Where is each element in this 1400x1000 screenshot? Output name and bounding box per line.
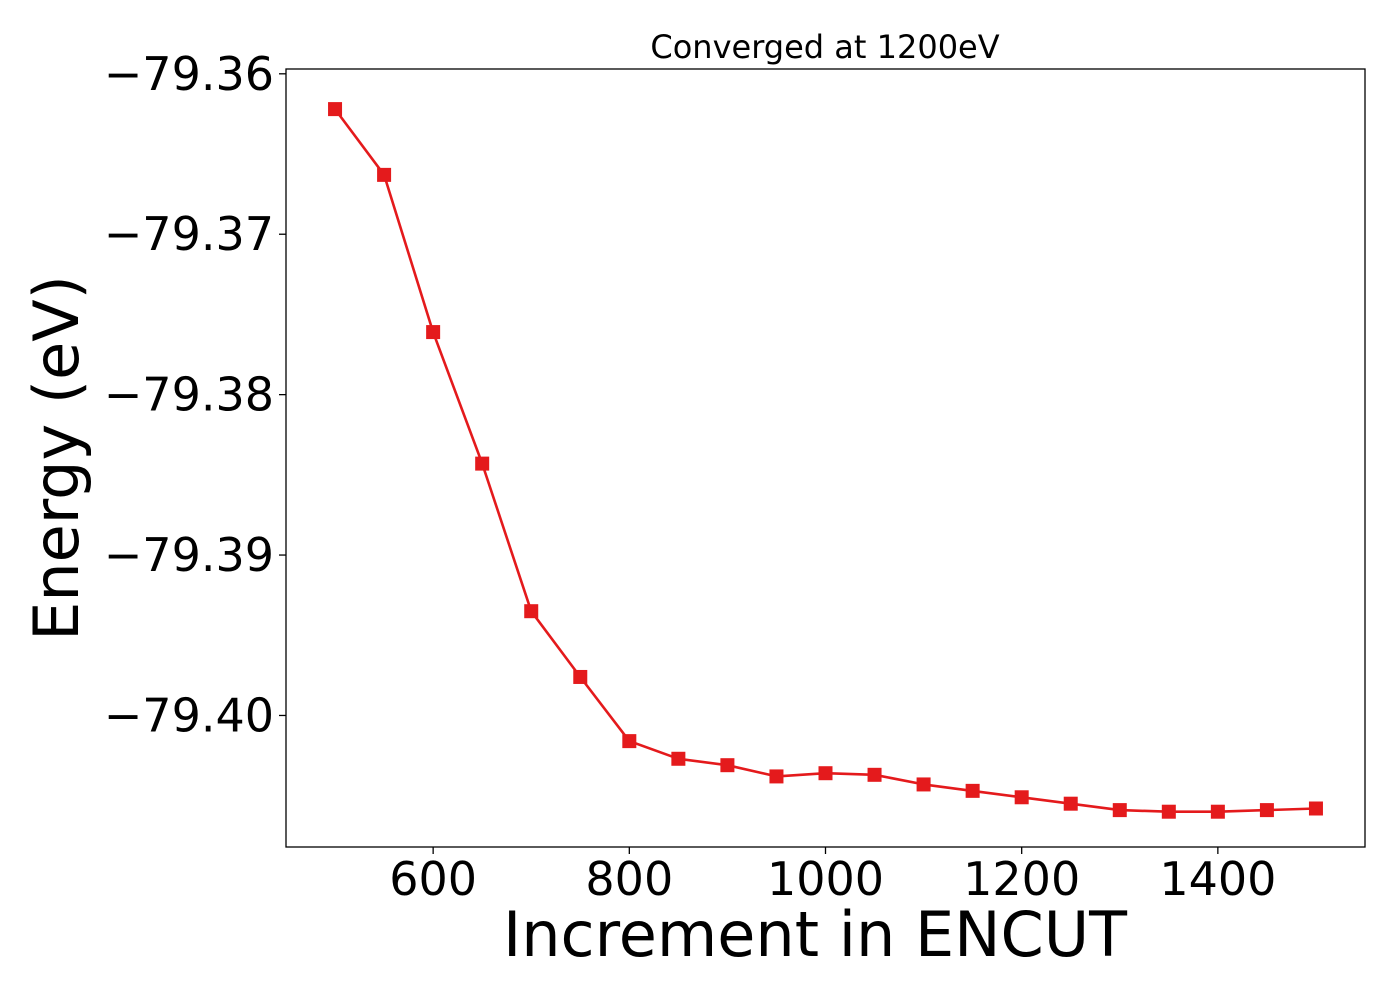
- data-point-marker: [1112, 803, 1127, 818]
- series-layer: [328, 102, 1323, 819]
- data-point-marker: [769, 769, 784, 784]
- x-axis-label: Increment in ENCUT: [503, 898, 1128, 971]
- data-point-marker: [720, 758, 735, 773]
- data-point-marker: [1308, 801, 1323, 816]
- x-tick-label: 600: [389, 852, 477, 906]
- y-tick-label: −79.38: [104, 368, 274, 422]
- data-point-marker: [1014, 790, 1029, 805]
- y-tick-label: −79.36: [104, 47, 274, 101]
- data-point-marker: [622, 734, 637, 749]
- data-point-marker: [818, 766, 833, 781]
- data-point-marker: [1259, 803, 1274, 818]
- x-tick-label: 1000: [767, 852, 884, 906]
- y-tick-label: −79.39: [104, 528, 274, 582]
- x-axis: 600 800 1000 1200 1400: [389, 847, 1276, 906]
- chart-title: Converged at 1200eV: [650, 28, 999, 66]
- data-point-marker: [1161, 804, 1176, 819]
- data-point-marker: [1210, 804, 1225, 819]
- data-point-marker: [965, 783, 980, 798]
- data-point-marker: [377, 167, 392, 182]
- data-point-marker: [916, 777, 931, 792]
- data-point-marker: [524, 604, 539, 619]
- data-point-marker: [426, 325, 441, 340]
- data-point-marker: [573, 669, 588, 684]
- y-axis: −79.36 −79.37 −79.38 −79.39 −79.40: [104, 47, 286, 742]
- x-tick-label: 1200: [963, 852, 1080, 906]
- y-tick-label: −79.37: [104, 207, 274, 261]
- y-axis-label: Energy (eV): [20, 275, 93, 641]
- x-tick-label: 1400: [1159, 852, 1276, 906]
- y-tick-label: −79.40: [104, 688, 274, 742]
- data-point-marker: [328, 102, 343, 117]
- data-point-marker: [1063, 796, 1078, 811]
- data-point-marker: [475, 456, 490, 471]
- plot-area-frame: [285, 68, 1366, 848]
- x-tick-label: 800: [585, 852, 673, 906]
- data-point-marker: [671, 751, 686, 766]
- data-point-marker: [867, 767, 882, 782]
